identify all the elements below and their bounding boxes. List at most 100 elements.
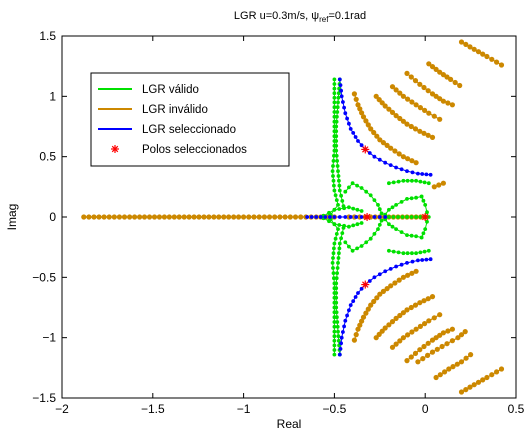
locus-point-valido	[351, 206, 356, 211]
legend-entry: LGR inválido	[98, 104, 208, 116]
locus-point-seleccionado	[323, 215, 328, 219]
locus-point-seleccionado	[405, 169, 409, 174]
locus-point-valido	[387, 248, 391, 253]
locus-point-valido	[405, 215, 409, 219]
locus-point-seleccionado	[428, 257, 433, 262]
locus-point-invalido	[471, 46, 477, 52]
locus-point-invalido	[449, 102, 455, 108]
locus-point-valido	[337, 188, 342, 193]
y-tick-label: −1	[42, 331, 56, 345]
locus-point-invalido	[166, 214, 172, 220]
locus-point-invalido	[431, 184, 437, 190]
locus-point-invalido	[417, 347, 423, 353]
locus-point-invalido	[494, 369, 500, 375]
locus-point-seleccionado	[337, 215, 342, 219]
locus-point-valido	[359, 221, 364, 225]
locus-point-invalido	[360, 314, 367, 320]
locus-point-invalido	[444, 341, 450, 347]
locus-point-invalido	[377, 291, 383, 297]
locus-point-valido	[335, 324, 340, 329]
locus-point-invalido	[437, 96, 443, 102]
x-tick-label: 0	[422, 402, 429, 416]
locus-point-invalido	[396, 277, 402, 283]
locus-point-valido	[331, 271, 336, 275]
locus-point-invalido	[437, 332, 443, 338]
locus-point-valido	[387, 215, 391, 219]
locus-point-valido	[332, 91, 337, 96]
locus-point-invalido	[380, 140, 386, 146]
locus-point-invalido	[415, 359, 421, 365]
locus-point-invalido	[417, 323, 423, 329]
locus-point-invalido	[359, 318, 365, 324]
locus-point-invalido	[221, 214, 227, 220]
locus-point-seleccionado	[343, 318, 348, 323]
locus-point-valido	[387, 222, 391, 227]
locus-point-invalido	[397, 115, 403, 122]
locus-point-seleccionado	[342, 105, 346, 110]
locus-point-invalido	[272, 214, 278, 220]
locus-point-invalido	[231, 214, 237, 220]
locus-point-invalido	[445, 328, 451, 334]
locus-point-invalido	[137, 214, 143, 220]
locus-point-valido	[334, 300, 339, 305]
locus-point-invalido	[426, 110, 432, 116]
locus-point-valido	[414, 215, 418, 219]
locus-point-invalido	[392, 280, 398, 286]
locus-point-invalido	[81, 214, 87, 220]
locus-point-invalido	[421, 298, 427, 304]
locus-point-seleccionado	[377, 272, 382, 277]
locus-point-invalido	[421, 343, 427, 350]
locus-point-invalido	[425, 88, 431, 94]
locus-point-invalido	[365, 122, 371, 128]
locus-point-invalido	[409, 270, 415, 276]
locus-point-valido	[368, 236, 373, 241]
locus-point-invalido	[405, 96, 411, 102]
locus-point-valido	[396, 215, 400, 219]
locus-point-seleccionado	[332, 215, 337, 219]
locus-point-invalido	[468, 352, 474, 358]
locus-point-valido	[336, 338, 341, 343]
locus-point-valido	[331, 266, 335, 270]
locus-point-invalido	[429, 64, 436, 70]
locus-point-valido	[331, 164, 335, 168]
locus-point-valido	[409, 233, 414, 238]
locus-point-valido	[332, 329, 337, 334]
locus-point-valido	[347, 205, 351, 210]
y-tick-label: 1	[49, 89, 56, 103]
locus-point-invalido	[287, 214, 293, 220]
locus-point-valido	[343, 240, 348, 245]
locus-point-invalido	[458, 39, 465, 45]
locus-point-invalido	[445, 100, 451, 106]
locus-point-invalido	[393, 113, 399, 119]
locus-point-valido	[350, 181, 355, 186]
locus-point-invalido	[484, 374, 490, 381]
locus-point-invalido	[431, 315, 437, 321]
locus-point-seleccionado	[343, 215, 348, 219]
locus-point-invalido	[396, 151, 402, 157]
locus-point-valido	[396, 250, 401, 255]
locus-point-valido	[332, 324, 337, 329]
locus-point-valido	[425, 219, 429, 224]
legend-entry: LGR seleccionado	[98, 124, 236, 136]
locus-point-valido	[405, 197, 409, 201]
locus-point-valido	[337, 223, 342, 227]
locus-point-seleccionado	[372, 215, 377, 219]
locus-point-invalido	[408, 354, 414, 360]
locus-point-valido	[336, 95, 341, 100]
locus-point-invalido	[374, 295, 380, 301]
locus-point-valido	[359, 209, 364, 213]
locus-point-seleccionado	[339, 341, 343, 346]
locus-point-valido	[419, 194, 424, 199]
locus-point-invalido	[425, 340, 431, 346]
locus-point-valido	[405, 178, 410, 183]
locus-point-valido	[377, 222, 382, 227]
locus-point-invalido	[389, 109, 396, 115]
locus-point-invalido	[425, 296, 431, 302]
locus-point-valido	[334, 286, 339, 291]
locus-point-valido	[372, 232, 377, 236]
locus-point-valido	[347, 185, 351, 190]
locus-point-seleccionado	[351, 131, 356, 135]
locus-point-invalido	[351, 337, 357, 343]
locus-point-valido	[331, 256, 335, 260]
locus-point-invalido	[277, 214, 283, 220]
